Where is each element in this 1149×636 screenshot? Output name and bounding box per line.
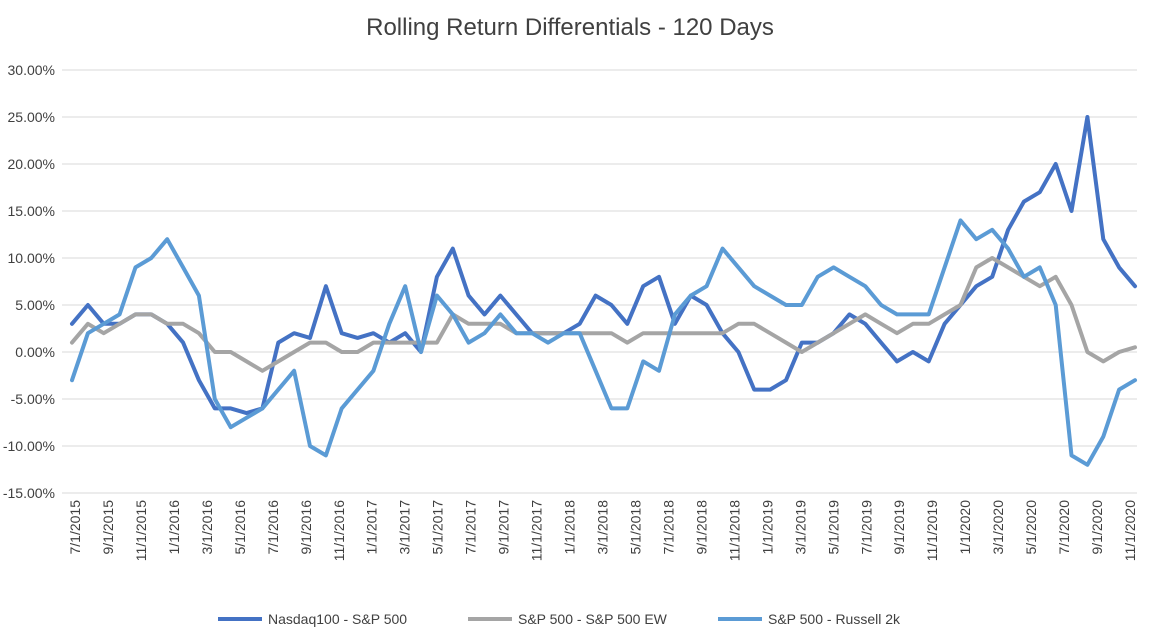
x-tick-label: 5/1/2018: [627, 500, 643, 555]
y-tick-label: 0.00%: [15, 344, 55, 360]
legend-label: S&P 500 - Russell 2k: [768, 611, 901, 627]
x-tick-label: 9/1/2018: [693, 500, 709, 555]
legend: Nasdaq100 - S&P 500 S&P 500 - S&P 500 EW S…: [218, 611, 901, 627]
series-line-3: [70, 218, 1137, 467]
legend-label: Nasdaq100 - S&P 500: [268, 611, 407, 627]
x-tick-label: 11/1/2018: [726, 500, 742, 561]
x-tick-label: 9/1/2017: [496, 500, 512, 555]
x-tick-label: 3/1/2018: [595, 500, 611, 555]
x-tick-label: 11/1/2020: [1122, 500, 1138, 561]
x-tick-label: 7/1/2019: [858, 500, 874, 555]
x-tick-label: 3/1/2017: [397, 500, 413, 555]
x-tick-label: 1/1/2018: [562, 500, 578, 555]
x-tick-label: 3/1/2020: [990, 500, 1006, 555]
x-tick-label: 7/1/2017: [463, 500, 479, 555]
x-tick-label: 9/1/2019: [891, 500, 907, 555]
x-tick-label: 1/1/2017: [364, 500, 380, 555]
chart-title: Rolling Return Differentials - 120 Days: [366, 14, 774, 41]
x-axis-labels: 7/1/2015 9/1/2015 11/1/2015 1/1/2016 3/1/201…: [67, 500, 1138, 561]
y-tick-label: -15.00%: [3, 485, 55, 501]
x-tick-label: 11/1/2016: [331, 500, 347, 561]
x-tick-label: 5/1/2017: [430, 500, 446, 555]
x-tick-label: 1/1/2016: [166, 500, 182, 555]
x-tick-label: 7/1/2016: [265, 500, 281, 555]
x-tick-label: 7/1/2018: [660, 500, 676, 555]
x-tick-label: 7/1/2015: [67, 500, 83, 555]
x-tick-label: 3/1/2019: [792, 500, 808, 555]
y-tick-label: 30.00%: [8, 62, 55, 78]
x-tick-label: 9/1/2015: [100, 500, 116, 555]
y-tick-label: 20.00%: [8, 156, 55, 172]
x-tick-label: 5/1/2020: [1023, 500, 1039, 555]
y-tick-label: -5.00%: [11, 391, 55, 407]
y-tick-label: 5.00%: [15, 297, 55, 313]
series-line-1: [70, 115, 1137, 416]
series-line-2: [70, 256, 1137, 373]
gridlines: [62, 69, 1137, 494]
y-tick-label: 10.00%: [8, 250, 55, 266]
y-axis-labels: 30.00% 25.00% 20.00% 15.00% 10.00% 5.00% 0.00%…: [3, 62, 55, 501]
x-tick-label: 11/1/2017: [529, 500, 545, 561]
x-tick-label: 1/1/2019: [759, 500, 775, 555]
x-tick-label: 11/1/2019: [924, 500, 940, 561]
x-tick-label: 1/1/2020: [957, 500, 973, 555]
x-tick-label: 9/1/2020: [1089, 500, 1105, 555]
x-tick-label: 3/1/2016: [199, 500, 215, 555]
x-tick-label: 9/1/2016: [298, 500, 314, 555]
x-tick-label: 11/1/2015: [133, 500, 149, 561]
y-tick-label: 15.00%: [8, 203, 55, 219]
y-tick-label: -10.00%: [3, 438, 55, 454]
legend-label: S&P 500 - S&P 500 EW: [518, 611, 668, 627]
series-lines: [70, 115, 1137, 467]
x-tick-label: 5/1/2016: [232, 500, 248, 555]
y-tick-label: 25.00%: [8, 109, 55, 125]
x-tick-label: 5/1/2019: [825, 500, 841, 555]
x-tick-label: 7/1/2020: [1056, 500, 1072, 555]
